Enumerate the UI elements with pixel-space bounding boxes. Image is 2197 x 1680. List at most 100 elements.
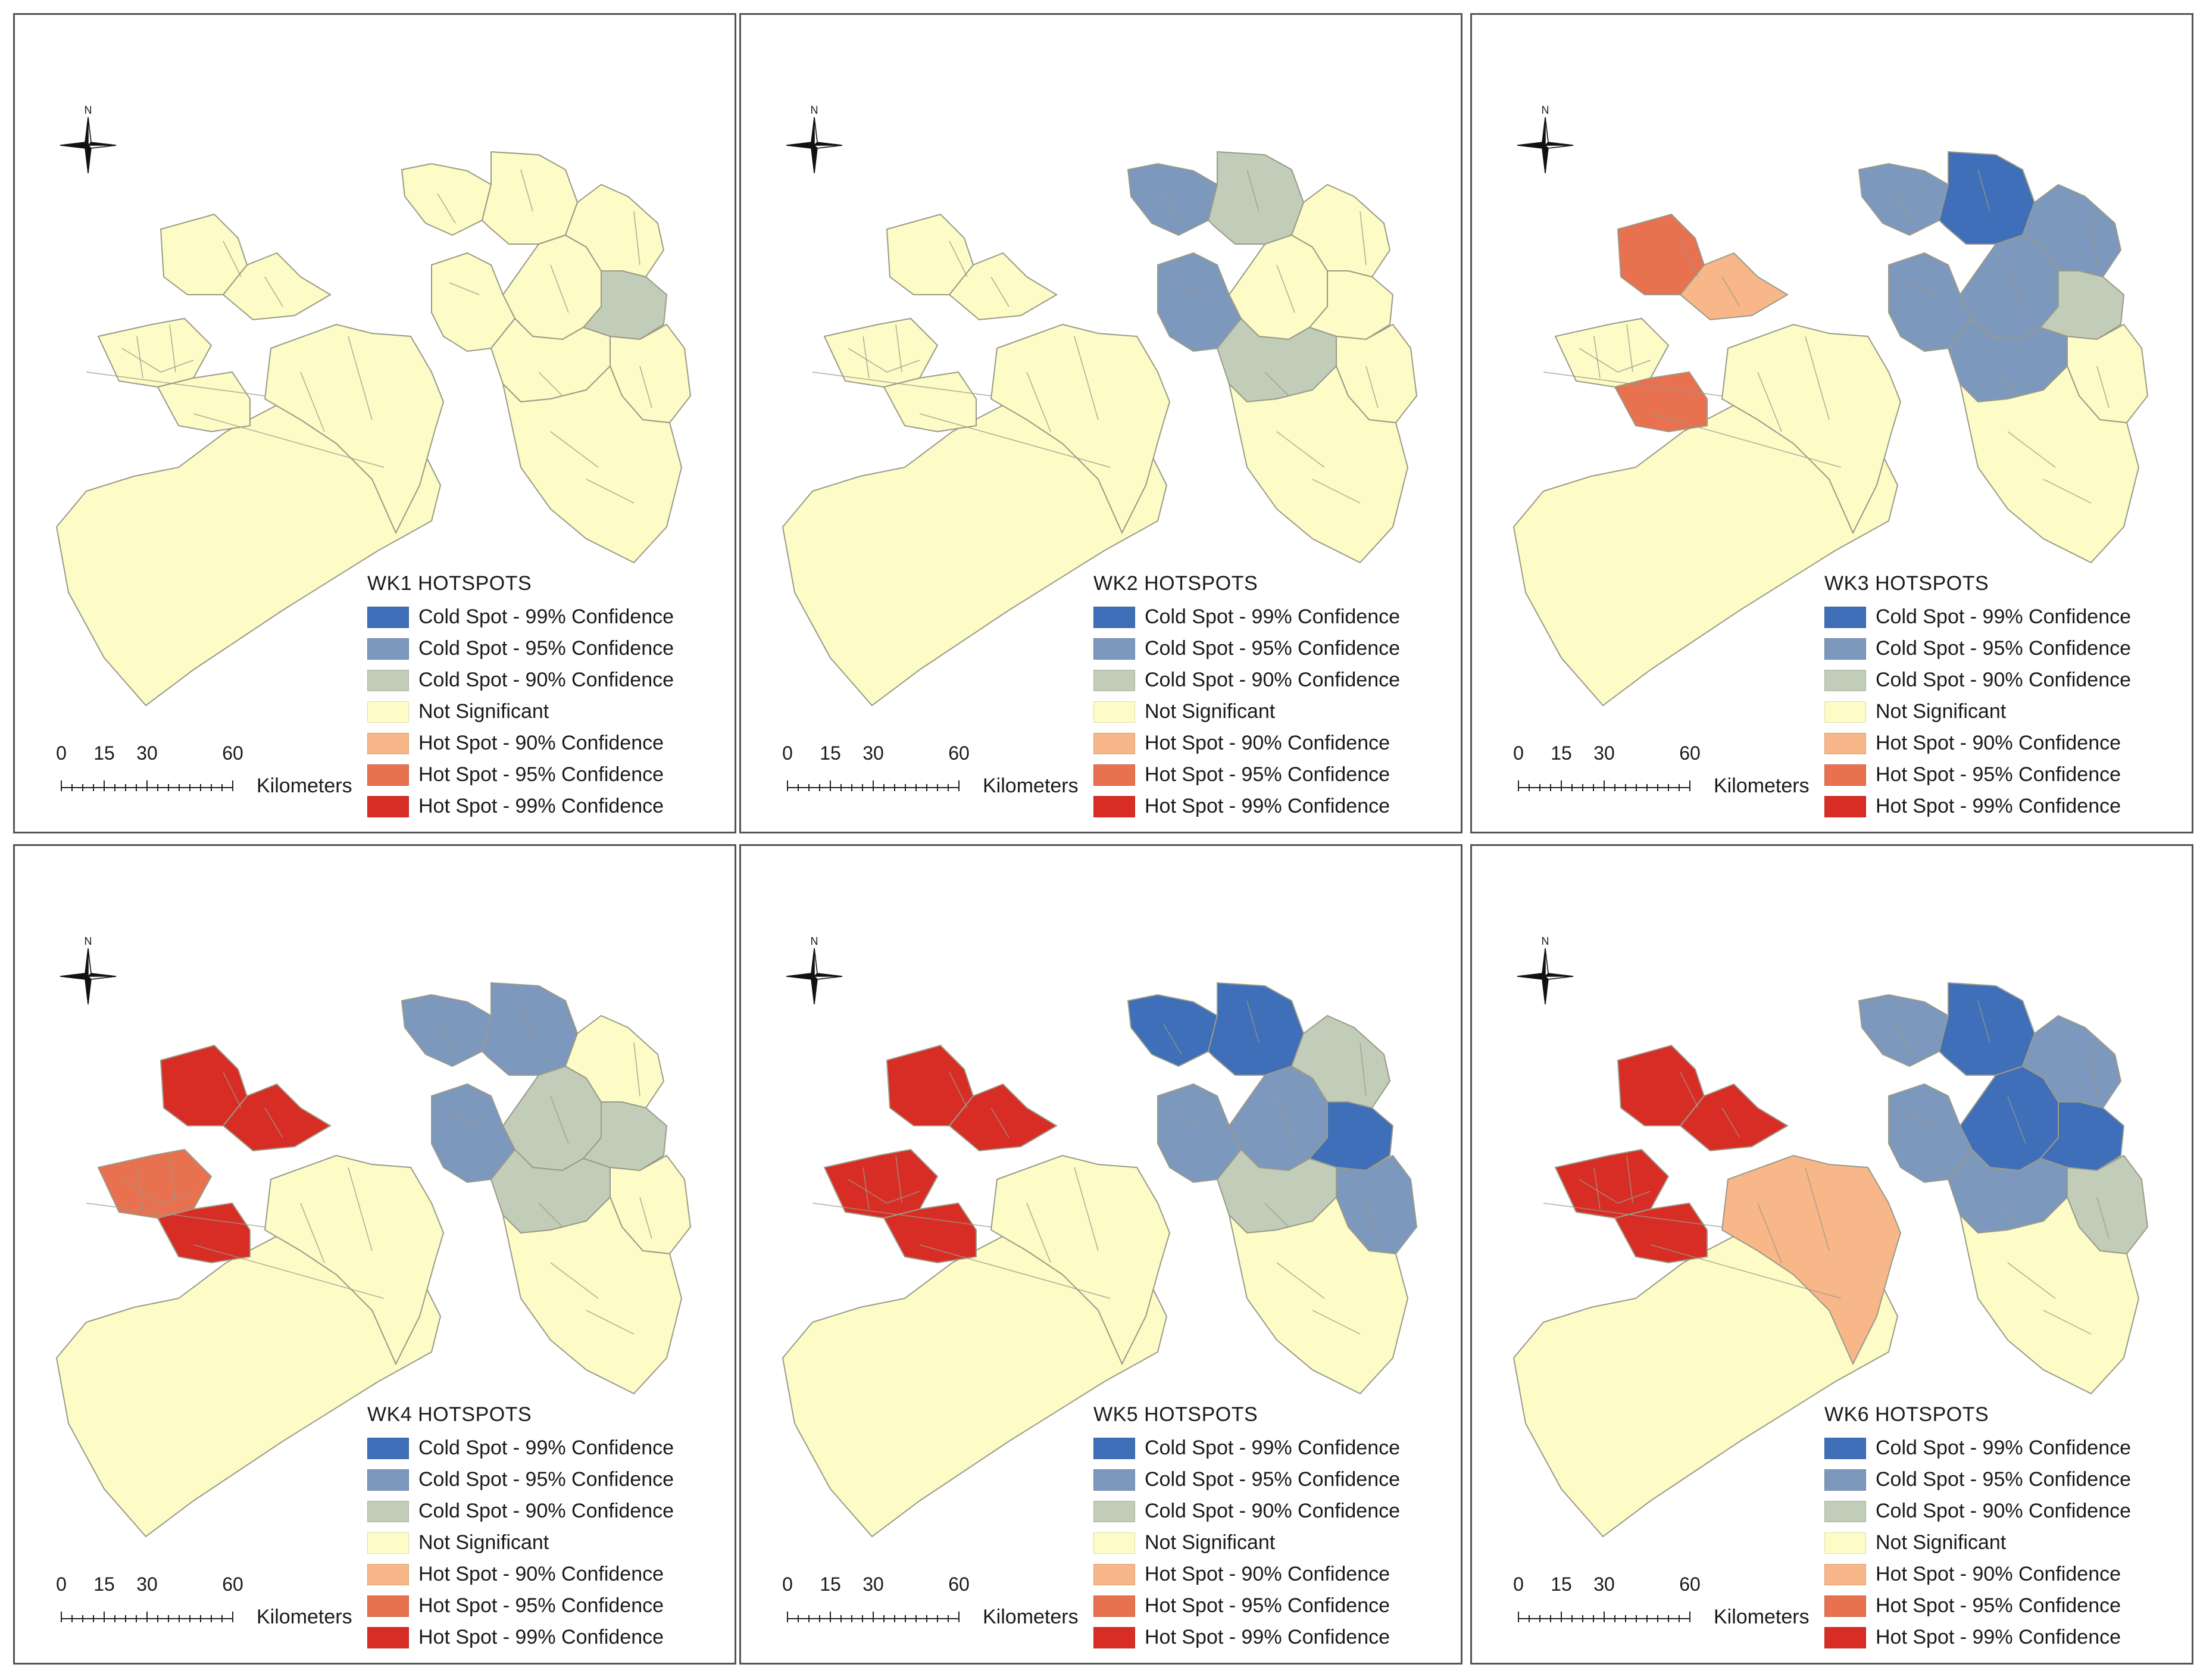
subdivision-boundary [86, 1203, 265, 1228]
subdivision-boundary [639, 1197, 652, 1239]
map-panel-wk1: N 0 15 30 60 Kilometers WK1 HOTSPOTS Cold Spot … [13, 13, 736, 833]
legend-swatch [1824, 732, 1866, 754]
legend-entry: Hot Spot - 99% Confidence [367, 1622, 674, 1653]
region-w [1554, 1148, 1670, 1219]
scale-unit-label: Kilometers [1714, 775, 1810, 797]
legend-swatch [1824, 1469, 1866, 1491]
legend-swatch [1824, 1563, 1866, 1585]
region-n1 [401, 163, 492, 236]
legend-entry: Cold Spot - 99% Confidence [1824, 601, 2131, 633]
choropleth-map [55, 982, 692, 1538]
subdivision-boundary [264, 1107, 283, 1138]
subdivision-boundary [169, 1155, 176, 1204]
legend-entry: Cold Spot - 90% Confidence [1824, 664, 2131, 696]
scale-bar-ruler [61, 780, 233, 791]
legend-entry: Cold Spot - 99% Confidence [1824, 1432, 2131, 1464]
subdivision-boundary [437, 193, 456, 224]
region-c [264, 323, 445, 535]
legend-entry: Cold Spot - 99% Confidence [367, 1432, 674, 1464]
subdivision-boundary [1246, 169, 1260, 212]
region-n2 [1938, 151, 2036, 245]
compass-rose-icon [1517, 117, 1574, 174]
legend-entry: Not Significant [1824, 1527, 2131, 1559]
north-arrow: N [782, 935, 847, 1013]
subdivision-boundary [348, 336, 373, 420]
legend-swatch [1093, 1626, 1135, 1648]
legend-swatch [1093, 795, 1135, 817]
scale-tick-label: 60 [1679, 1573, 1701, 1595]
region-e1 [582, 1101, 668, 1172]
region-nwb [222, 252, 332, 321]
subdivision-boundary [437, 1024, 456, 1055]
legend-label: Cold Spot - 95% Confidence [1876, 637, 2132, 660]
legend: WK6 HOTSPOTS Cold Spot - 99% Confidence Co… [1824, 1403, 2131, 1653]
region-c [990, 1154, 1171, 1366]
legend-label: Not Significant [1145, 1531, 1276, 1554]
legend-label: Cold Spot - 90% Confidence [1876, 669, 2132, 691]
scale-bar: 0 15 30 60 Kilometers [782, 742, 1117, 814]
legend-entry: Not Significant [1093, 696, 1400, 727]
compass-rose-icon [786, 948, 843, 1005]
subdivision-boundary [1977, 1000, 1990, 1043]
legend-swatch [1824, 1626, 1866, 1648]
subdivision-boundary [520, 169, 533, 212]
region-n1 [1127, 163, 1218, 236]
region-s [782, 1214, 1168, 1538]
subdivision-boundary [520, 1000, 533, 1043]
north-arrow: N [55, 104, 121, 182]
map-panel-wk4: N 0 15 30 60 Kilometers WK4 HOTSPOTS Cold Spot … [13, 844, 736, 1665]
region-ws [883, 1202, 977, 1264]
legend-label: Cold Spot - 95% Confidence [1145, 1468, 1401, 1491]
scale-bar-ruler [1518, 780, 1690, 791]
scale-tick-label: 0 [782, 742, 793, 764]
subdivision-boundary [895, 324, 902, 373]
legend-entry: Cold Spot - 90% Confidence [1093, 664, 1400, 696]
legend-label: Cold Spot - 90% Confidence [418, 669, 674, 691]
legend-entry: Not Significant [1093, 1527, 1400, 1559]
legend-swatch [367, 795, 409, 817]
legend-entry: Hot Spot - 90% Confidence [1824, 727, 2131, 759]
legend-label: Cold Spot - 99% Confidence [418, 1437, 674, 1459]
region-n2 [1207, 151, 1305, 245]
scale-tick-label: 60 [222, 1573, 243, 1595]
subdivision-boundary [1721, 1107, 1740, 1138]
region-n1 [1858, 994, 1949, 1067]
region-c [990, 323, 1171, 535]
subdivision-boundary [2007, 1095, 2026, 1144]
region-n2 [481, 151, 579, 245]
legend-swatch [367, 1595, 409, 1617]
north-arrow: N [55, 935, 121, 1013]
subdivision-boundary [1360, 211, 1367, 266]
subdivision-boundary [2043, 1310, 2092, 1335]
choropleth-map [1512, 982, 2149, 1538]
region-s [55, 1214, 442, 1538]
legend-swatch [1824, 638, 1866, 660]
legend-entry: Hot Spot - 95% Confidence [367, 759, 674, 791]
legend-label: Hot Spot - 99% Confidence [1145, 1626, 1390, 1648]
north-arrow: N [1512, 935, 1578, 1013]
legend-title: WK4 HOTSPOTS [367, 1403, 532, 1426]
choropleth-map [782, 982, 1418, 1538]
scale-tick-label: 15 [93, 1573, 115, 1595]
legend-swatch [367, 669, 409, 691]
legend-swatch [1093, 701, 1135, 723]
legend-swatch [367, 1626, 409, 1648]
scale-tick-label: 60 [948, 742, 970, 764]
legend-label: Hot Spot - 95% Confidence [1876, 763, 2121, 786]
subdivision-boundary [1906, 1113, 1937, 1126]
subdivision-boundary [1757, 371, 1782, 432]
subdivision-boundary [449, 282, 480, 295]
subdivision-boundary [550, 1262, 599, 1299]
scale-bar-ruler [1518, 1612, 1690, 1622]
subdivision-boundary [1593, 336, 1601, 379]
legend-entry: Cold Spot - 99% Confidence [1093, 1432, 1400, 1464]
subdivision-boundary [2007, 431, 2056, 468]
legend-label: Cold Spot - 95% Confidence [418, 637, 674, 660]
scale-unit-label: Kilometers [983, 775, 1079, 797]
subdivision-boundary [862, 1167, 870, 1210]
legend-entry: Cold Spot - 99% Confidence [1093, 601, 1400, 633]
legend-entry: Hot Spot - 95% Confidence [1093, 759, 1400, 791]
region-n2 [1207, 982, 1305, 1076]
region-w [97, 317, 212, 388]
scale-bar: 0 15 30 60 Kilometers [782, 1573, 1117, 1645]
